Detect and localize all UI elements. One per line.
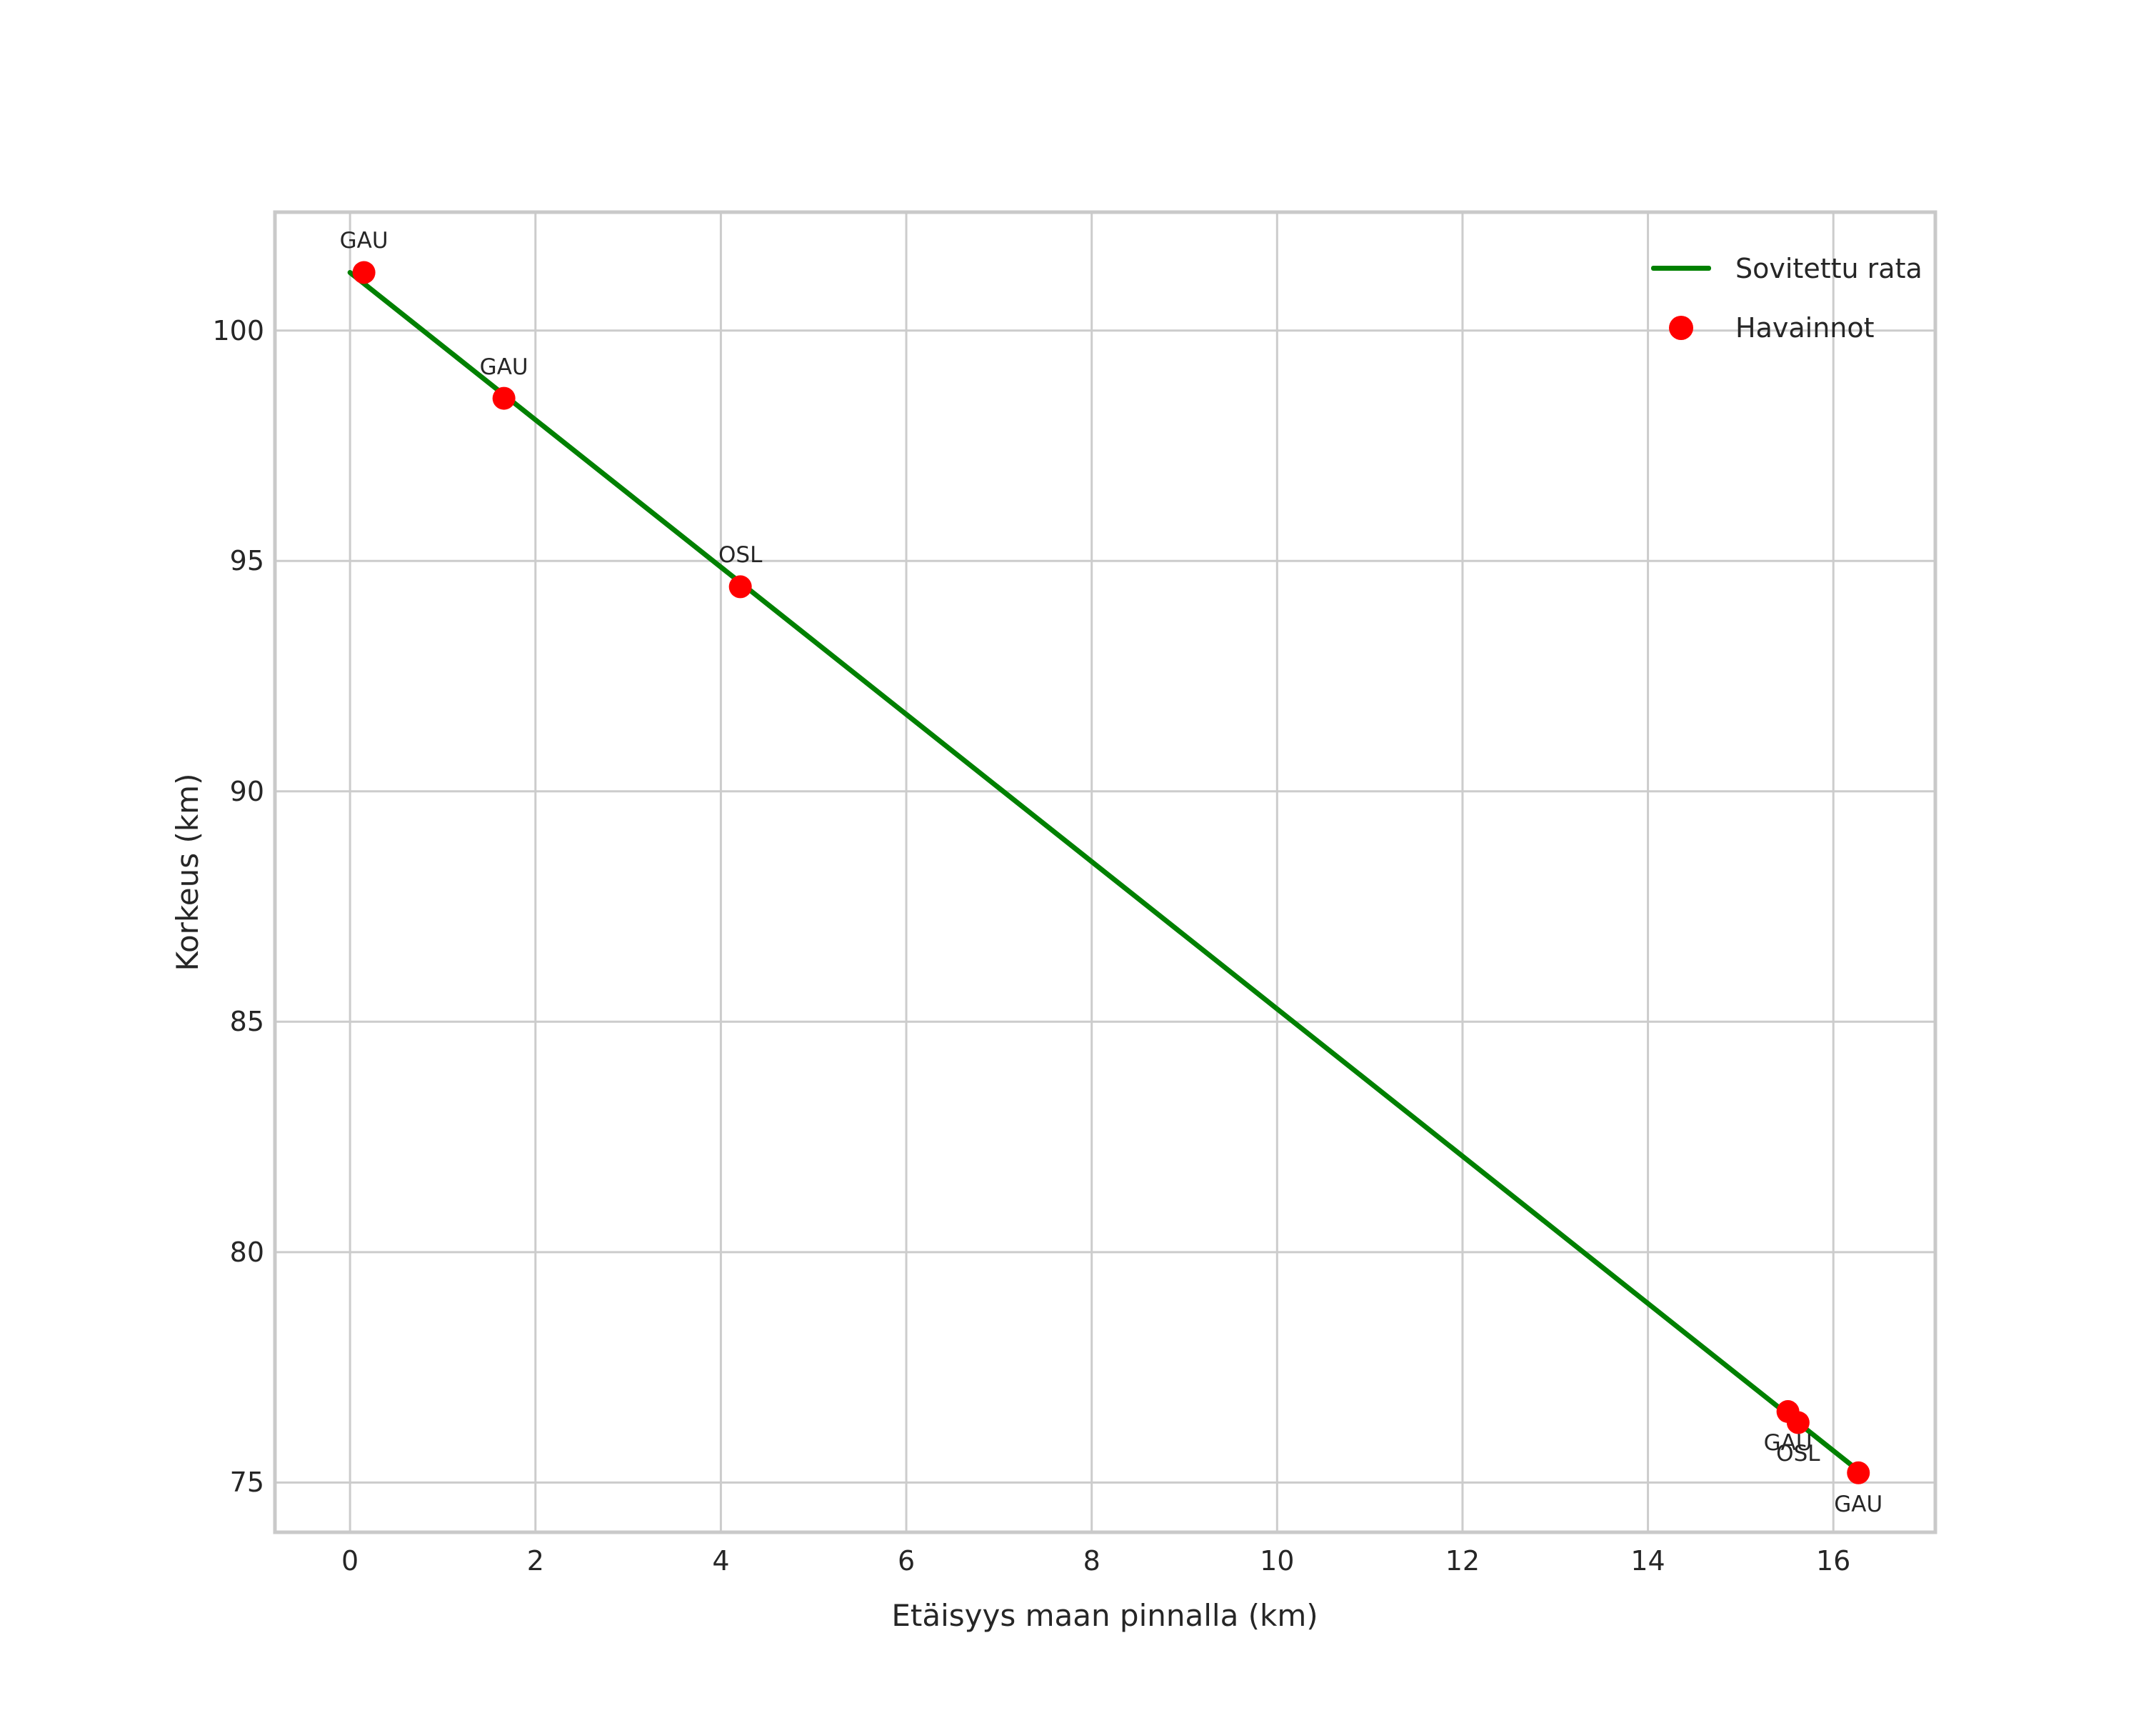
y-tick-label: 85 [229,1006,264,1038]
dot-icon [1669,315,1693,340]
plot-border [273,210,1937,1534]
x-tick-label: 14 [1630,1545,1665,1577]
y-tick-label: 90 [229,775,264,807]
x-tick-label: 0 [341,1545,359,1577]
x-tick-label: 8 [1083,1545,1100,1577]
data-point [1786,1411,1810,1434]
point-label: GAU [339,228,388,254]
legend-item-fitted-line: Sovitettu rata [1637,239,1922,298]
point-label: OSL [1776,1441,1820,1467]
x-tick-label: 16 [1816,1545,1851,1577]
data-point [492,386,516,410]
legend: Sovitettu rata Havainnot [1637,239,1922,357]
line-icon [1651,266,1711,271]
data-point [728,575,752,599]
x-tick-label: 12 [1445,1545,1480,1577]
fitted-line [347,269,1864,1476]
x-tick-label: 2 [526,1545,544,1577]
x-axis-label: Etäisyys maan pinnalla (km) [891,1598,1318,1633]
observations-swatch [1651,315,1711,340]
x-tick-label: 6 [897,1545,916,1577]
point-label: GAU [479,354,528,380]
x-tick-label: 4 [712,1545,730,1577]
y-tick-label: 75 [229,1467,264,1499]
data-point [352,261,376,284]
data-point [1847,1461,1870,1484]
point-label: GAU [1763,1430,1812,1456]
y-tick-label: 95 [229,545,264,577]
y-tick-label: 80 [229,1236,264,1268]
legend-label-observations: Havainnot [1735,311,1875,344]
point-label: GAU [1834,1491,1883,1517]
x-tick-label: 10 [1260,1545,1295,1577]
y-axis-label: Korkeus (km) [170,773,205,972]
y-tick-label: 100 [212,314,264,346]
legend-item-observations: Havainnot [1637,298,1922,357]
fitted-line-swatch [1651,266,1711,271]
point-label: OSL [718,542,763,569]
legend-label-fitted-line: Sovitettu rata [1735,252,1922,284]
